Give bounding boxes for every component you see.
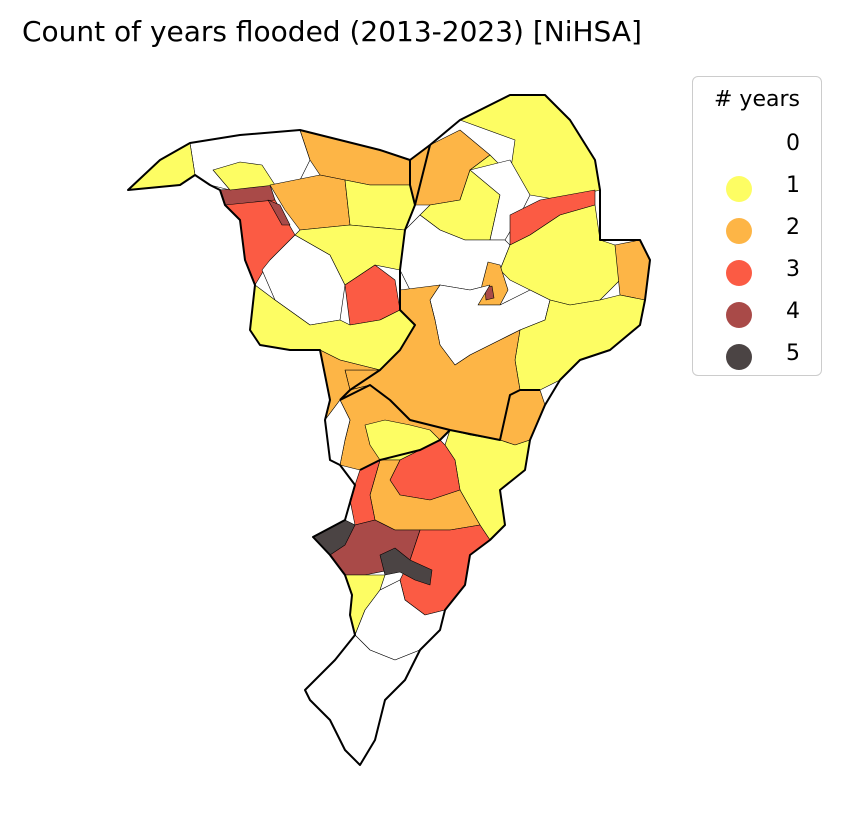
region-nw-1[interactable]: [344, 179, 416, 231]
legend-label: 1: [786, 173, 800, 198]
legend-item-1: 1: [693, 171, 821, 211]
map-title: Count of years flooded (2013-2023) [NiHS…: [22, 15, 642, 48]
legend-swatch: [726, 302, 752, 328]
region-e-1[interactable]: [499, 204, 621, 306]
legend-swatch: [726, 176, 752, 202]
legend-item-3: 3: [693, 255, 821, 295]
legend-item-5: 5: [693, 339, 821, 379]
legend-swatch: [726, 218, 752, 244]
state-borders: [127, 94, 651, 766]
region-west-1[interactable]: [212, 161, 276, 191]
legend-label: 5: [786, 341, 800, 366]
region-s-5b[interactable]: [379, 547, 433, 586]
legend-title: # years: [714, 87, 800, 112]
legend-label: 2: [786, 215, 800, 240]
legend-item-4: 4: [693, 297, 821, 337]
legend-item-0: 0: [693, 129, 821, 169]
legend-label: 3: [786, 257, 800, 282]
legend-item-2: 2: [693, 213, 821, 253]
legend-label: 4: [786, 299, 800, 324]
region-w-4b[interactable]: [267, 199, 291, 226]
legend: # years 0 1 2 3 4 5: [692, 76, 822, 376]
legend-swatch: [726, 134, 752, 160]
legend-swatch: [726, 344, 752, 370]
region-west-tail-1[interactable]: [127, 142, 196, 191]
region-layer: [127, 94, 651, 766]
legend-swatch: [726, 260, 752, 286]
legend-label: 0: [786, 131, 800, 156]
